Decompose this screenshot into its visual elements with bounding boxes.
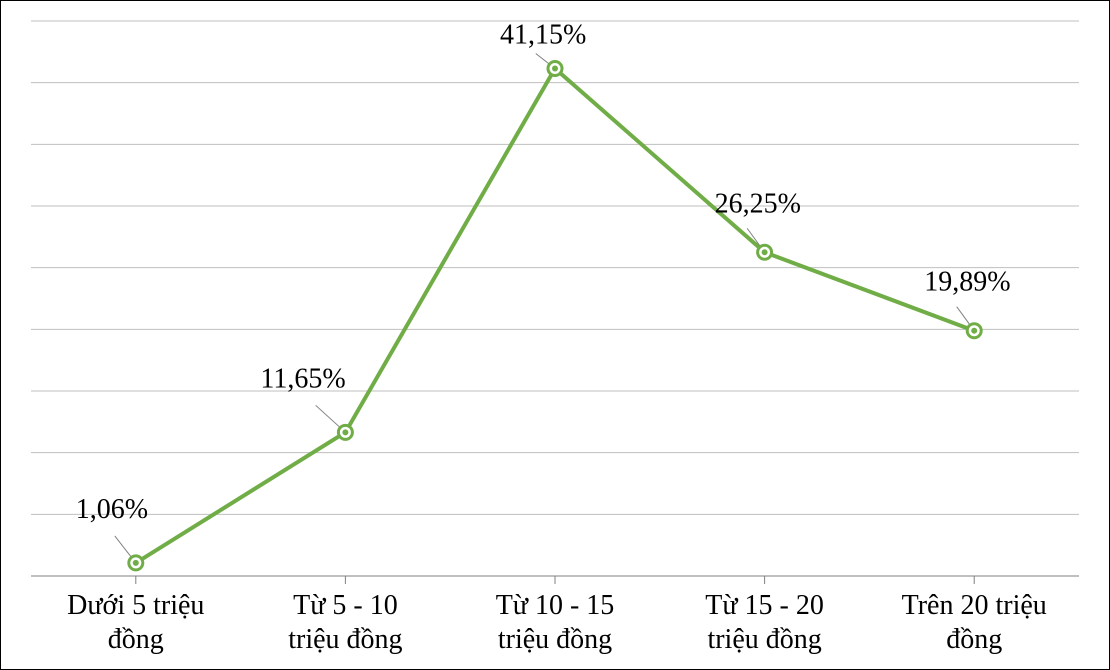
category-label: Từ 5 - 10triệu đồng <box>288 590 402 655</box>
data-label: 19,89% <box>924 267 1010 298</box>
category-label: Từ 10 - 15triệu đồng <box>496 590 615 655</box>
data-marker-inner <box>342 429 348 435</box>
data-marker-inner <box>762 249 768 255</box>
line-chart: 1,06% 11,65% 41,15% 26,25% 19,89% Dưới 5 triệ… <box>1 1 1109 669</box>
data-label: 11,65% <box>260 363 345 394</box>
chart-container: 1,06% 11,65% 41,15% 26,25% 19,89% Dưới 5 triệ… <box>0 0 1110 670</box>
data-marker-inner <box>133 560 139 566</box>
data-label: 26,25% <box>715 188 801 219</box>
data-label: 41,15% <box>500 19 586 50</box>
category-label: Dưới 5 triệuđồng <box>67 590 204 655</box>
series-line <box>136 68 974 562</box>
data-marker-inner <box>971 328 977 334</box>
data-label: 1,06% <box>76 494 148 525</box>
data-marker-inner <box>552 65 558 71</box>
category-label: Từ 15 - 20triệu đồng <box>705 590 824 655</box>
category-label: Trên 20 triệuđồng <box>902 590 1047 655</box>
